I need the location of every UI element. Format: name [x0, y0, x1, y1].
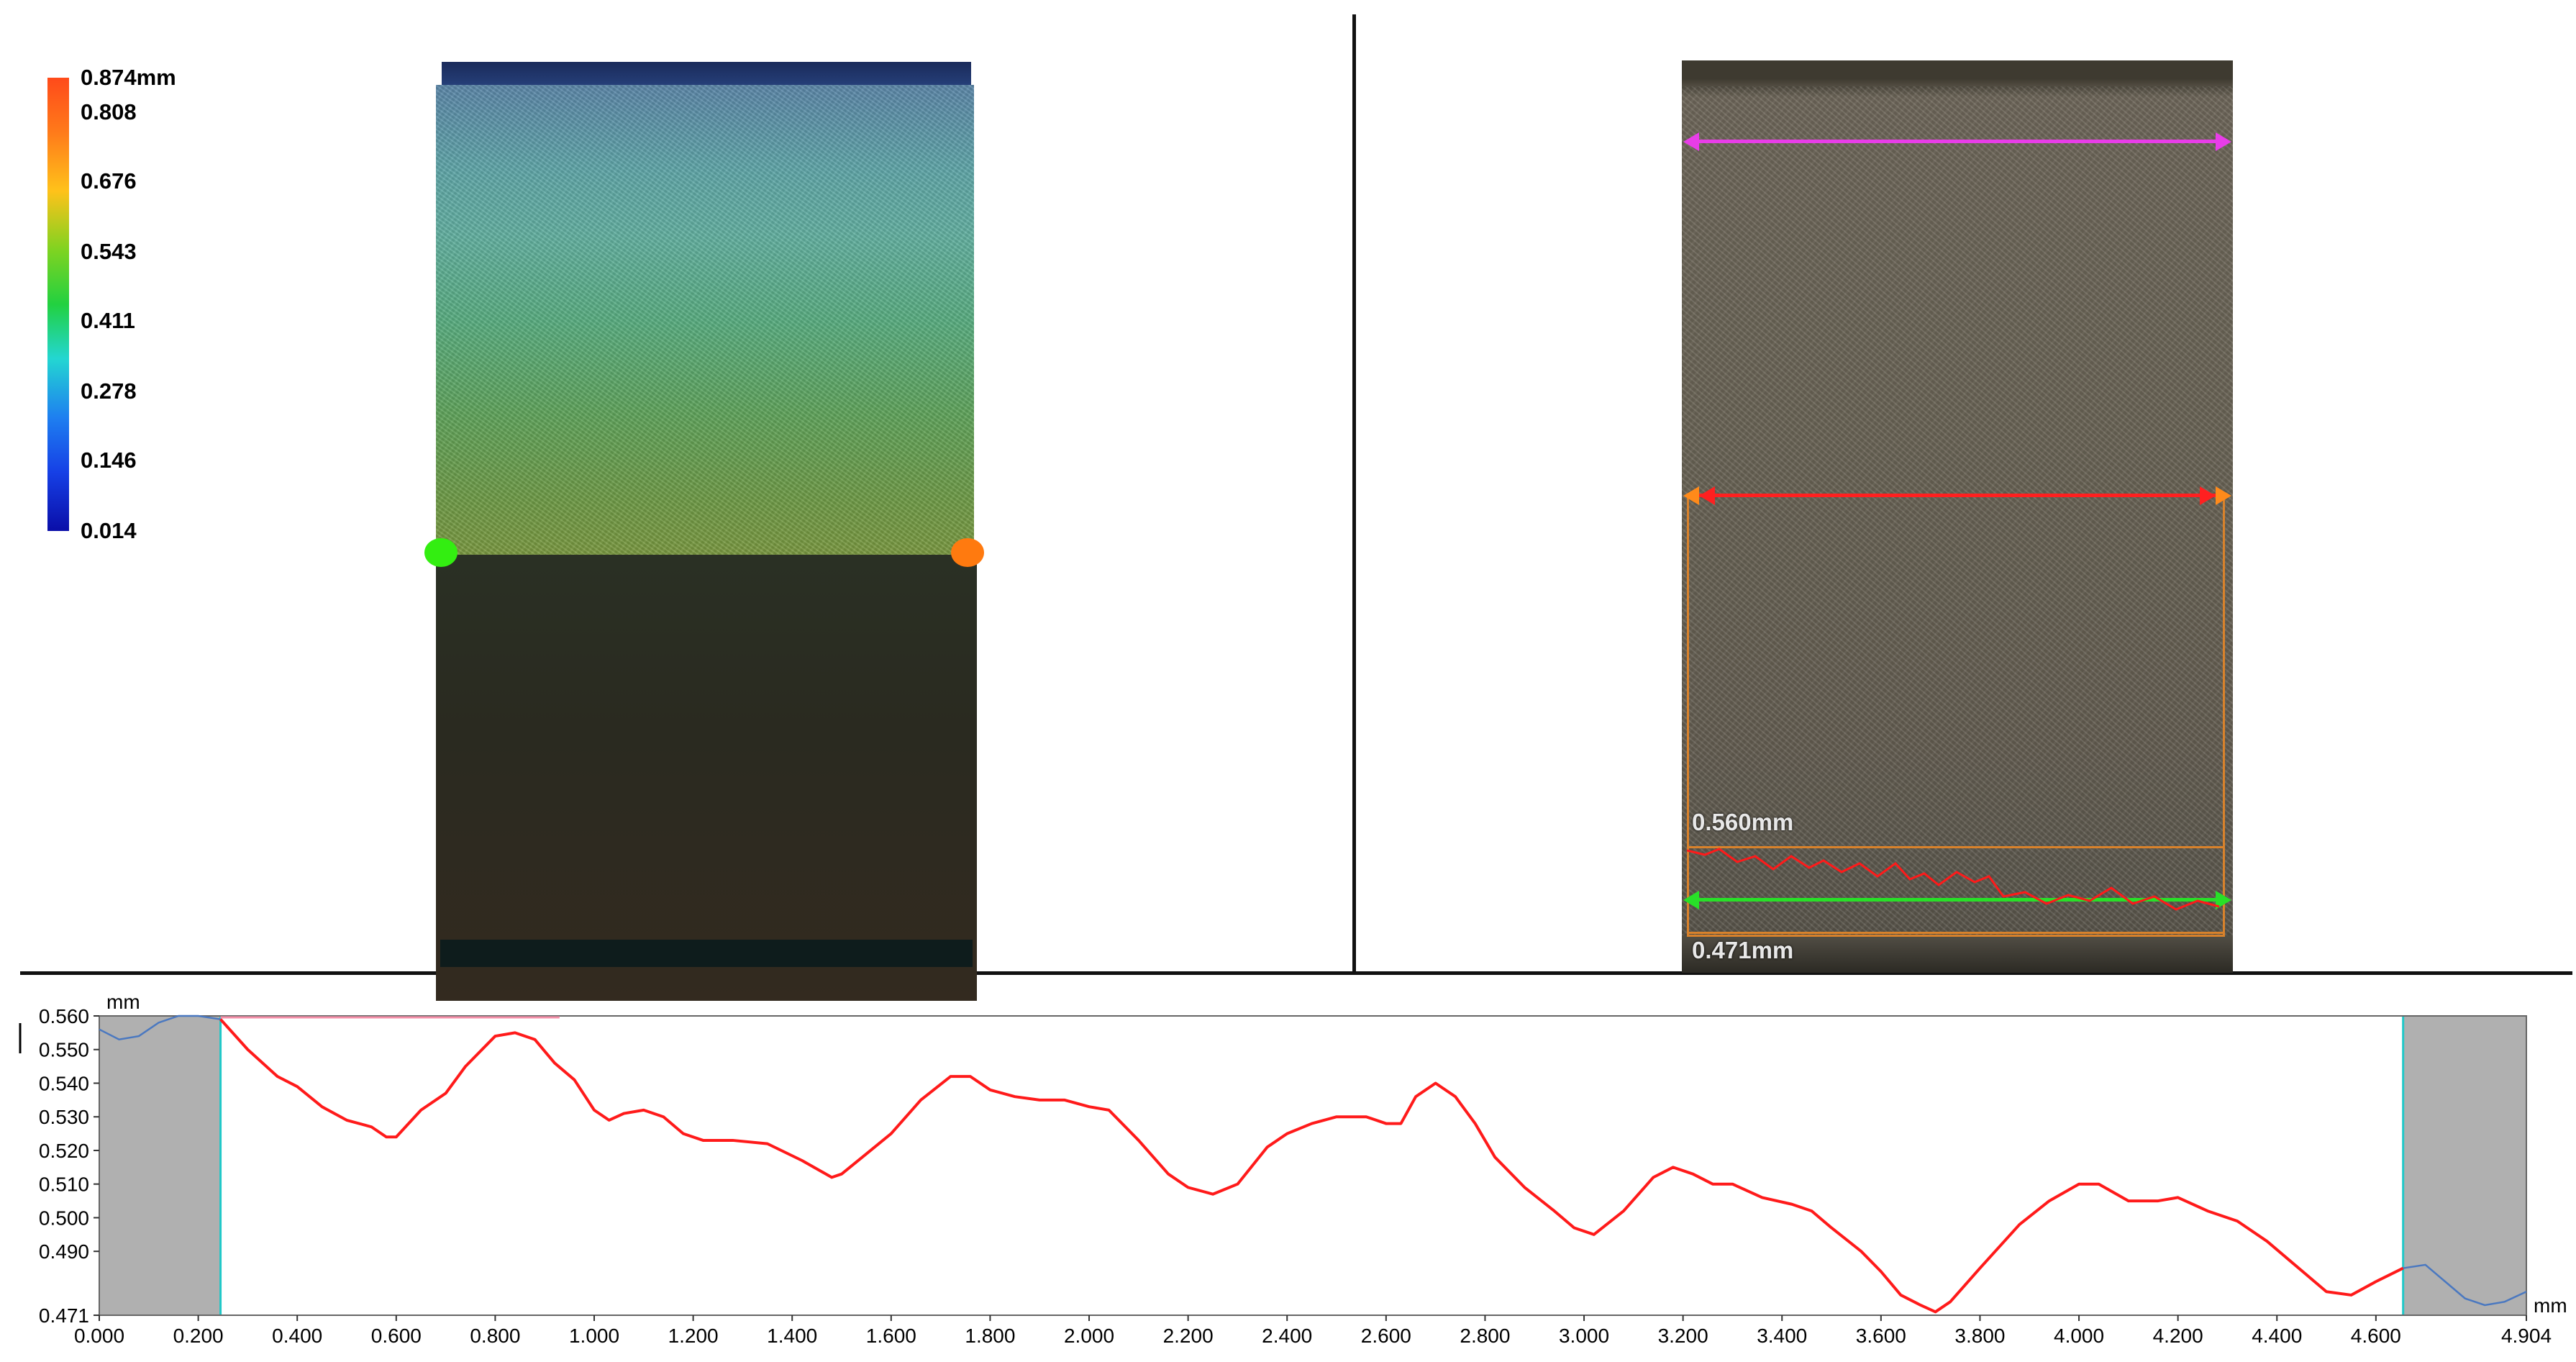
- profile-start-marker[interactable]: [424, 538, 458, 567]
- x-tick-label: 4.200: [2153, 1325, 2203, 1347]
- x-tick-label: 2.800: [1460, 1325, 1510, 1347]
- y-tick-label: 0.560: [39, 1005, 89, 1027]
- height-map-overlay: [436, 85, 974, 556]
- x-tick-label: 4.400: [2252, 1325, 2302, 1347]
- x-tick-label: 4.904: [2501, 1325, 2552, 1347]
- x-tick-label: 0.200: [173, 1325, 224, 1347]
- y-tick-label: 0.471: [39, 1304, 89, 1327]
- x-tick-label: 3.600: [1856, 1325, 1906, 1347]
- measurement-line-bottom[interactable]: [1692, 898, 2223, 902]
- x-tick-label: 1.200: [668, 1325, 719, 1347]
- x-tick-label: 0.800: [470, 1325, 520, 1347]
- line-handle-right-icon[interactable]: [2216, 891, 2231, 909]
- line-arrow-right-icon: [2200, 486, 2216, 505]
- x-tick-label: 1.400: [767, 1325, 817, 1347]
- optical-image-view[interactable]: [1682, 60, 2233, 973]
- y-tick-label: 0.500: [39, 1207, 89, 1229]
- color-scale-label-min: 0.014: [81, 518, 137, 543]
- color-scale-label: 0.278: [81, 378, 137, 404]
- y-tick-label: 0.520: [39, 1140, 89, 1162]
- surface-texture: [1682, 86, 2233, 935]
- plot-frame: [99, 1015, 2527, 1316]
- line-handle-left-icon[interactable]: [1683, 891, 1699, 909]
- unmapped-region: [436, 555, 977, 1001]
- profile-end-marker[interactable]: [951, 538, 984, 567]
- x-tick-label: 2.200: [1163, 1325, 1214, 1347]
- line-handle-left-icon[interactable]: [1683, 486, 1699, 505]
- color-scale-label: 0.543: [81, 239, 137, 264]
- x-tick-label: 0.000: [74, 1325, 124, 1347]
- x-tick-label: 1.000: [569, 1325, 619, 1347]
- excluded-region: [2403, 1016, 2526, 1315]
- x-tick-label: 0.400: [272, 1325, 322, 1347]
- x-tick-label: 2.000: [1064, 1325, 1114, 1347]
- line-handle-left-icon[interactable]: [1683, 132, 1699, 151]
- y-tick-label: 0.530: [39, 1106, 89, 1128]
- height-profile-chart[interactable]: 0.560 0.550 0.540 0.530 0.520 0.510 0.500 0.490…: [0, 979, 2576, 1362]
- line-arrow-left-icon: [1699, 486, 1715, 505]
- y-tick-label: 0.490: [39, 1240, 89, 1263]
- sample-bottom-edge: [440, 940, 973, 967]
- x-tick-label: 4.600: [2351, 1325, 2401, 1347]
- y-tick-label: 0.510: [39, 1173, 89, 1196]
- color-scale-label: 0.146: [81, 448, 137, 473]
- height-map-view[interactable]: [424, 62, 984, 1001]
- y-tick-label: 0.550: [39, 1039, 89, 1061]
- min-height-label: 0.471mm: [1692, 937, 1794, 963]
- panel-divider-vertical: [1352, 14, 1356, 973]
- excluded-profile-line: [2403, 1263, 2527, 1307]
- x-axis-label: mm: [2534, 1294, 2567, 1317]
- y-axis-label: mm: [106, 991, 140, 1013]
- x-tick-label: 0.600: [371, 1325, 422, 1347]
- color-scale-label: 0.808: [81, 99, 137, 124]
- x-tick-label: 4.000: [2054, 1325, 2104, 1347]
- x-tick-label: 2.400: [1262, 1325, 1312, 1347]
- line-handle-right-icon[interactable]: [2216, 132, 2231, 151]
- x-tick-label: 1.600: [866, 1325, 916, 1347]
- surface-texture: [436, 85, 974, 556]
- x-tick-label: 3.400: [1757, 1325, 1807, 1347]
- sample-top-edge: [442, 62, 971, 86]
- measurement-line-middle[interactable]: [1692, 494, 2223, 497]
- color-scale-label: 0.676: [81, 168, 137, 194]
- excluded-profile-line: [99, 1014, 221, 1041]
- excluded-region: [99, 1016, 221, 1315]
- color-scale-label: 0.411: [81, 308, 135, 333]
- x-tick-label: 2.600: [1361, 1325, 1411, 1347]
- x-tick-label: 3.200: [1658, 1325, 1708, 1347]
- panel-divider-horizontal: [20, 971, 2572, 975]
- profile-overlay-trace: [1687, 848, 2220, 911]
- x-tick-label: 3.800: [1954, 1325, 2005, 1347]
- y-tick-label: 0.540: [39, 1072, 89, 1094]
- height-color-scale: [47, 78, 69, 531]
- profile-line: [219, 1018, 2404, 1314]
- line-handle-right-icon[interactable]: [2216, 486, 2231, 505]
- x-tick-label: 1.800: [965, 1325, 1015, 1347]
- x-tick-label: 3.000: [1559, 1325, 1609, 1347]
- color-scale-label-max: 0.874mm: [81, 65, 176, 90]
- max-height-label: 0.560mm: [1692, 809, 1794, 835]
- measurement-line-top[interactable]: [1692, 140, 2223, 143]
